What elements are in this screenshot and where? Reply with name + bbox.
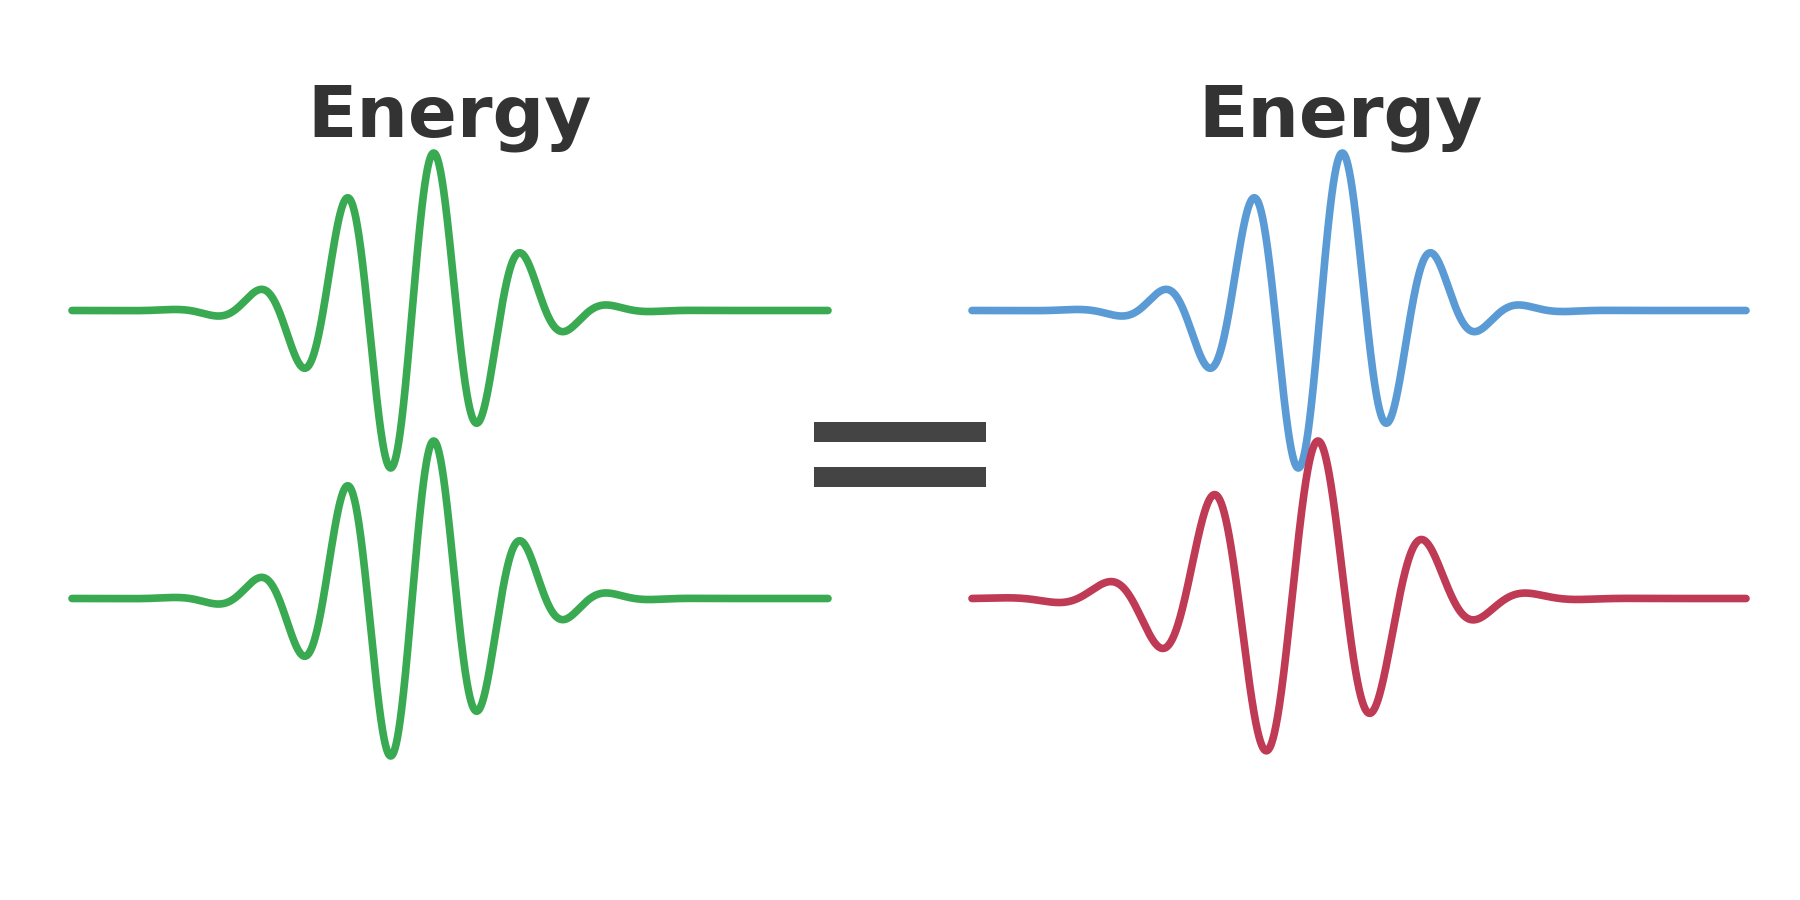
- Bar: [814, 467, 986, 487]
- Text: Energy: Energy: [1199, 83, 1483, 151]
- Text: Energy: Energy: [308, 83, 592, 151]
- Bar: [814, 422, 986, 442]
